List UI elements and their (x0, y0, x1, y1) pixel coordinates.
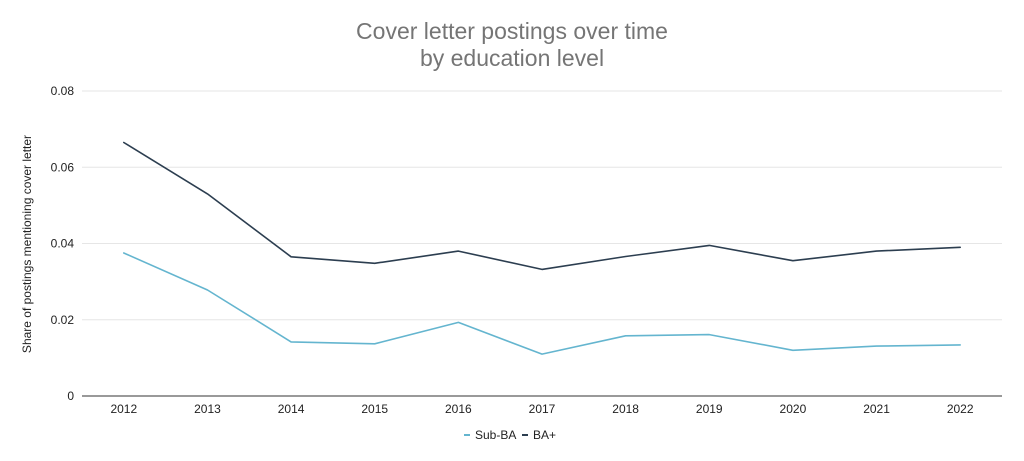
x-axis-ticks: 2012 2013 2014 2015 2016 2017 2018 2019 2020 2021… (110, 402, 973, 416)
y-tick-label: 0.06 (51, 160, 75, 174)
x-tick-label: 2017 (529, 402, 556, 416)
data-point (791, 259, 795, 263)
y-axis-title: Share of postings mentioning cover lette… (20, 135, 34, 353)
data-point (540, 267, 544, 271)
data-point (456, 320, 460, 324)
x-tick-label: 2022 (947, 402, 974, 416)
data-point (205, 192, 209, 196)
x-tick-label: 2018 (612, 402, 639, 416)
data-point (958, 343, 962, 347)
x-tick-label: 2015 (361, 402, 388, 416)
data-point (540, 352, 544, 356)
data-point (373, 261, 377, 265)
data-point (707, 333, 711, 337)
x-tick-label: 2013 (194, 402, 221, 416)
y-tick-label: 0 (67, 389, 74, 403)
data-point (122, 251, 126, 255)
x-tick-label: 2019 (696, 402, 723, 416)
x-tick-label: 2014 (278, 402, 305, 416)
data-point (875, 249, 879, 253)
x-tick-label: 2016 (445, 402, 472, 416)
data-point (122, 140, 126, 144)
y-tick-label: 0.04 (51, 237, 75, 251)
series-line-ba (123, 141, 962, 271)
gridlines (82, 90, 1002, 321)
chart-title: Cover letter postings over time (356, 18, 668, 44)
x-tick-label: 2021 (863, 402, 890, 416)
data-point (791, 348, 795, 352)
data-point (373, 342, 377, 346)
data-point (205, 288, 209, 292)
legend-label: BA+ (533, 428, 556, 442)
chart-subtitle: by education level (420, 45, 604, 71)
legend-label: Sub-BA (475, 428, 516, 442)
x-tick-label: 2020 (780, 402, 807, 416)
data-point (456, 249, 460, 253)
series-line-sub-ba (123, 252, 962, 355)
data-point (624, 334, 628, 338)
data-point (875, 344, 879, 348)
legend: Sub-BA BA+ (464, 428, 556, 442)
y-tick-label: 0.08 (51, 84, 75, 98)
y-axis-ticks: 0 0.02 0.04 0.06 0.08 (51, 84, 75, 403)
series-layer (122, 140, 962, 356)
data-point (289, 340, 293, 344)
data-point (707, 243, 711, 247)
data-point (958, 245, 962, 249)
data-point (624, 254, 628, 258)
data-point (289, 255, 293, 259)
x-tick-label: 2012 (110, 402, 137, 416)
y-tick-label: 0.02 (51, 313, 75, 327)
